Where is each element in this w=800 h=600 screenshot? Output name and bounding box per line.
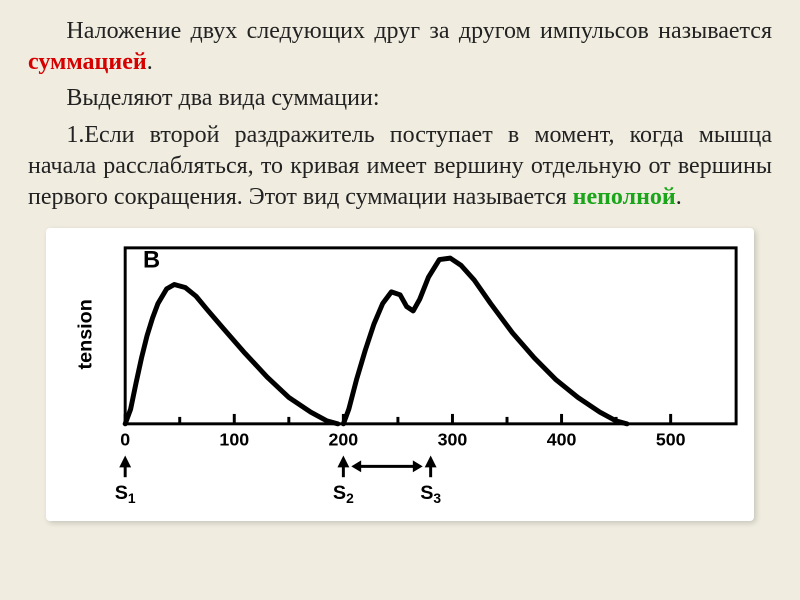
svg-text:S1: S1 [115,482,136,506]
svg-text:200: 200 [329,430,359,450]
svg-text:400: 400 [547,430,577,450]
svg-text:S2: S2 [333,482,354,506]
term-incomplete: неполной [573,184,676,210]
paragraph-1: Наложение двух следующих друг за другом … [28,16,772,77]
svg-text:B: B [143,248,160,274]
svg-text:S3: S3 [420,482,441,506]
svg-text:tension: tension [75,299,97,369]
svg-text:0: 0 [120,430,130,450]
para1-text-a: Наложение двух следующих друг за другом … [66,18,772,44]
paragraph-3: 1.Если второй раздражитель поступает в м… [28,120,772,212]
svg-text:300: 300 [438,430,468,450]
paragraph-2: Выделяют два вида суммации: [28,83,772,114]
term-summation: суммацией [28,49,147,75]
tension-chart-svg: Btension 0 100 200 300 400 500 S1 S2 S3 [54,236,746,513]
svg-text:500: 500 [656,430,686,450]
svg-text:100: 100 [219,430,249,450]
para1-text-b: . [147,49,153,75]
para3-text-b: . [676,184,682,210]
tension-chart: Btension 0 100 200 300 400 500 S1 S2 S3 [46,228,754,521]
